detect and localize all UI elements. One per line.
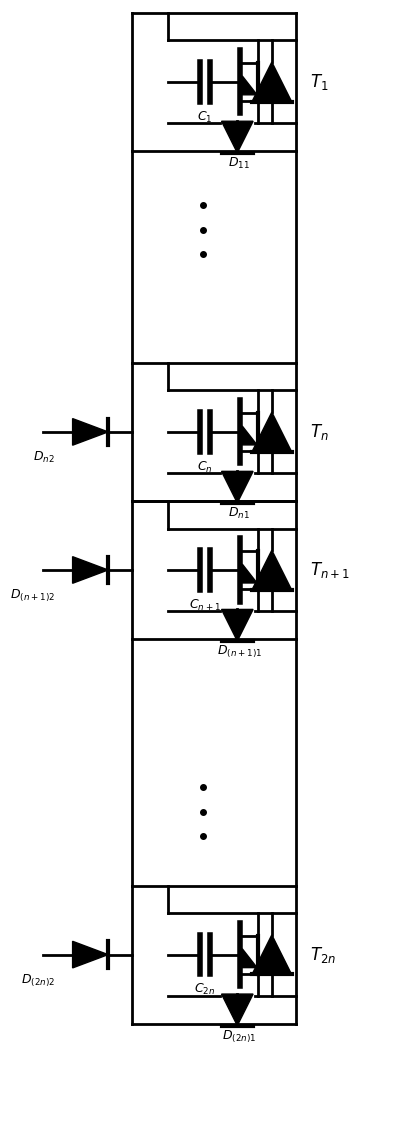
Text: D$_{11}$: D$_{11}$ bbox=[228, 156, 250, 170]
Polygon shape bbox=[251, 935, 291, 975]
Polygon shape bbox=[221, 609, 253, 641]
Text: D$_{(n+1)1}$: D$_{(n+1)1}$ bbox=[216, 644, 261, 660]
Text: C$_n$: C$_n$ bbox=[196, 460, 212, 475]
Text: C$_{2n}$: C$_{2n}$ bbox=[194, 983, 215, 997]
Text: T$_n$: T$_n$ bbox=[310, 421, 328, 442]
Polygon shape bbox=[73, 557, 108, 583]
Polygon shape bbox=[251, 550, 291, 590]
Text: T$_1$: T$_1$ bbox=[310, 72, 328, 92]
Text: T$_{n+1}$: T$_{n+1}$ bbox=[310, 560, 350, 580]
Text: C$_{n+1}$: C$_{n+1}$ bbox=[188, 598, 220, 612]
Polygon shape bbox=[221, 122, 253, 153]
Polygon shape bbox=[251, 412, 291, 452]
Text: D$_{(n+1)2}$: D$_{(n+1)2}$ bbox=[10, 587, 55, 604]
Polygon shape bbox=[73, 418, 108, 445]
Text: D$_{n1}$: D$_{n1}$ bbox=[228, 506, 250, 521]
Text: C$_1$: C$_1$ bbox=[196, 109, 212, 125]
Polygon shape bbox=[221, 994, 253, 1026]
Polygon shape bbox=[242, 565, 256, 583]
Polygon shape bbox=[73, 942, 108, 968]
Text: D$_{(2n)1}$: D$_{(2n)1}$ bbox=[221, 1028, 256, 1045]
Polygon shape bbox=[242, 949, 256, 968]
Text: T$_{2n}$: T$_{2n}$ bbox=[310, 945, 336, 964]
Text: D$_{(2n)2}$: D$_{(2n)2}$ bbox=[20, 972, 55, 988]
Polygon shape bbox=[242, 426, 256, 445]
Text: D$_{n2}$: D$_{n2}$ bbox=[33, 450, 55, 465]
Polygon shape bbox=[242, 76, 256, 94]
Polygon shape bbox=[221, 471, 253, 503]
Polygon shape bbox=[251, 62, 291, 101]
